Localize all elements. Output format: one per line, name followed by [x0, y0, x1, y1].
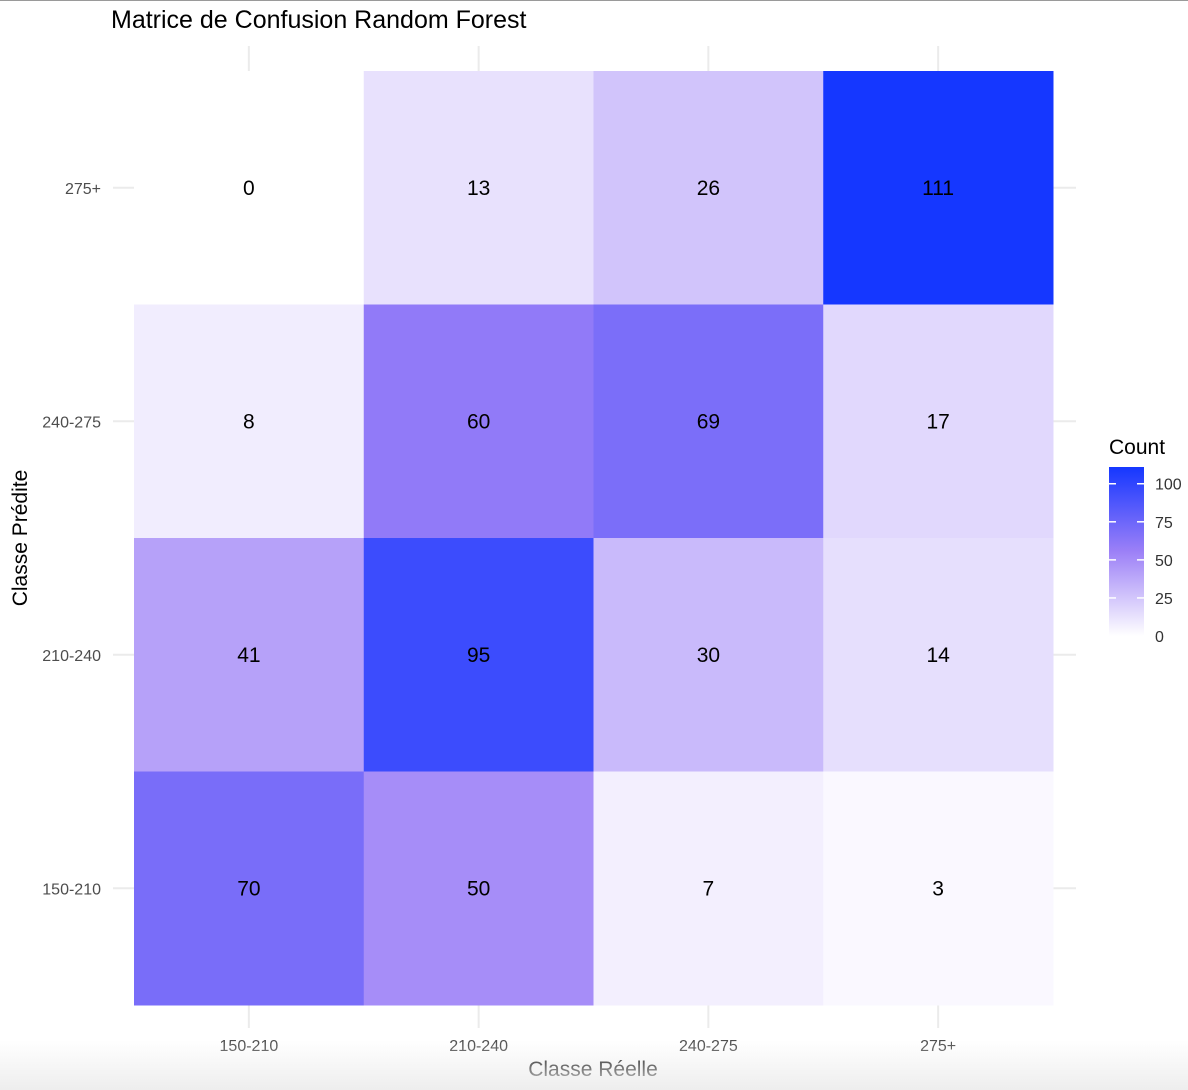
heatmap-cell — [134, 771, 365, 1006]
cell-value-labels: 0 13 26 111 8 60 69 17 41 95 30 14 70 50 7 3 — [237, 177, 954, 901]
cell-value-label: 60 — [467, 410, 490, 433]
heatmap-cell — [134, 71, 365, 305]
cell-value-label: 30 — [697, 644, 720, 667]
x-tick-label: 275+ — [920, 1038, 956, 1055]
heatmap-cell — [823, 771, 1054, 1006]
y-tick-label: 210-240 — [42, 648, 101, 665]
heatmap-cells — [134, 71, 1054, 1006]
cell-value-label: 17 — [926, 410, 949, 433]
cell-value-label: 0 — [243, 177, 255, 200]
heatmap-cell — [134, 538, 365, 772]
x-axis-title: Classe Réelle — [528, 1058, 658, 1081]
heatmap-cell — [363, 771, 594, 1006]
legend-tick-label: 75 — [1155, 515, 1173, 532]
legend-tick-label: 50 — [1155, 553, 1173, 570]
cell-value-label: 26 — [697, 177, 720, 200]
top-border-line — [0, 0, 1188, 1]
cell-value-label: 111 — [922, 177, 954, 200]
heatmap-cell — [593, 71, 824, 305]
legend-title: Count — [1109, 436, 1165, 459]
y-axis-title: Classe Prédite — [9, 470, 32, 607]
y-tick-label: 275+ — [65, 181, 101, 198]
heatmap-cell — [134, 304, 365, 539]
cell-value-label: 13 — [467, 177, 490, 200]
legend-tick-label: 25 — [1155, 591, 1173, 608]
heatmap-cell — [823, 71, 1054, 305]
chart-title: Matrice de Confusion Random Forest — [111, 6, 527, 34]
heatmap-cell — [823, 538, 1054, 772]
heatmap-cell — [593, 304, 824, 539]
legend-ticks: 0 25 50 75 100 — [1109, 477, 1182, 646]
heatmap-cell — [363, 304, 594, 539]
x-tick-label: 210-240 — [449, 1038, 508, 1055]
heatmap-cell — [593, 538, 824, 772]
cell-value-label: 50 — [467, 877, 490, 900]
cell-value-label: 14 — [926, 644, 950, 667]
heatmap-cell — [363, 71, 594, 305]
legend-tick-label: 0 — [1155, 629, 1164, 646]
y-tick-label: 150-210 — [42, 881, 101, 898]
x-tick-label: 240-275 — [679, 1038, 738, 1055]
y-tick-label: 240-275 — [42, 414, 101, 431]
cell-value-label: 3 — [932, 877, 944, 900]
legend-color-bar — [1109, 467, 1144, 636]
heatmap-cell — [823, 304, 1054, 539]
cell-value-label: 41 — [237, 644, 260, 667]
cell-value-label: 69 — [697, 410, 720, 433]
cell-value-label: 95 — [467, 644, 490, 667]
x-tick-label: 150-210 — [220, 1038, 279, 1055]
cell-value-label: 8 — [243, 410, 255, 433]
heatmap-cell — [363, 538, 594, 772]
color-legend: Count 0 25 50 75 100 — [1109, 436, 1182, 646]
legend-tick-label: 100 — [1155, 477, 1182, 494]
cell-value-label: 70 — [237, 877, 260, 900]
cell-value-label: 7 — [703, 877, 715, 900]
heatmap-cell — [593, 771, 824, 1006]
